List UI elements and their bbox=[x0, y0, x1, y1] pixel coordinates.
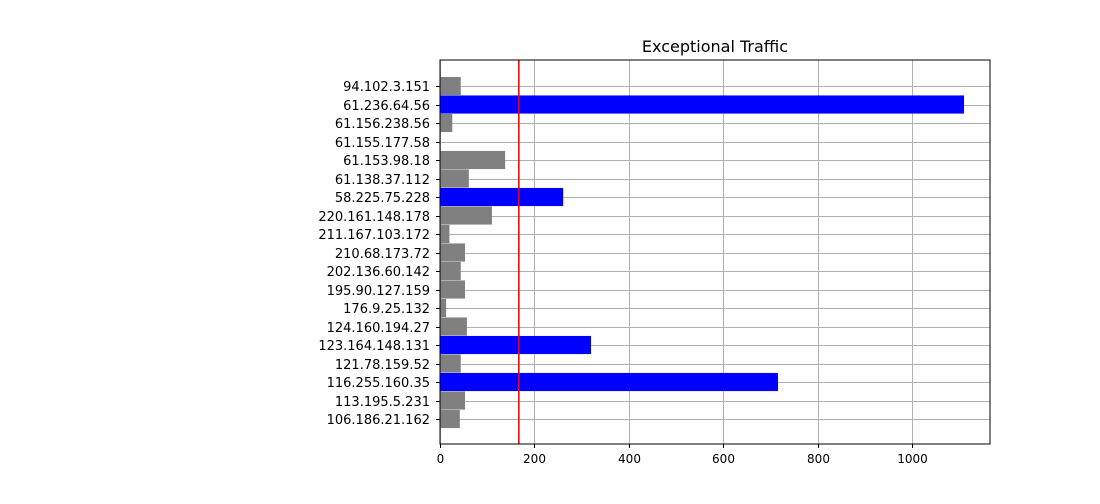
bar-exceptional bbox=[440, 372, 779, 392]
bar-normal bbox=[440, 76, 461, 96]
bar-normal bbox=[440, 150, 506, 170]
x-tick-label: 200 bbox=[523, 452, 546, 466]
bar-normal bbox=[440, 391, 466, 410]
grid-lines bbox=[440, 60, 990, 444]
y-tick-label: 195.90.127.159 bbox=[327, 284, 430, 299]
y-tick-label: 61.236.64.56 bbox=[343, 99, 430, 114]
y-tick-label: 61.155.177.58 bbox=[335, 136, 430, 151]
bar-normal bbox=[440, 169, 469, 188]
bars bbox=[440, 76, 965, 429]
bar-normal bbox=[440, 224, 450, 244]
bar-normal bbox=[440, 113, 453, 133]
x-tick-label: 1000 bbox=[897, 452, 928, 466]
x-tick-label: 0 bbox=[437, 452, 445, 466]
bar-exceptional bbox=[440, 95, 965, 114]
y-tick-label: 211.167.103.172 bbox=[318, 228, 430, 243]
x-axis: 0 200 400 600 800 1000 bbox=[437, 444, 928, 466]
y-tick-label: 116.255.160.35 bbox=[327, 376, 430, 391]
bar-normal bbox=[440, 409, 460, 429]
y-tick-label: 61.156.238.56 bbox=[335, 117, 430, 132]
y-tick-label: 220.161.148.178 bbox=[318, 210, 430, 225]
x-tick-label: 800 bbox=[807, 452, 830, 466]
x-tick-label: 600 bbox=[712, 452, 735, 466]
bar-normal bbox=[440, 317, 467, 336]
y-axis: 94.102.3.151 61.236.64.56 61.156.238.56 61.… bbox=[318, 80, 440, 428]
y-tick-label: 123.164.148.131 bbox=[318, 339, 430, 354]
bar-normal bbox=[440, 354, 461, 373]
y-tick-label: 124.160.194.27 bbox=[327, 321, 430, 336]
y-tick-label: 58.225.75.228 bbox=[335, 191, 430, 206]
plot-frame bbox=[439, 59, 991, 445]
y-tick-label: 121.78.159.52 bbox=[335, 358, 430, 373]
bar-normal bbox=[440, 206, 492, 225]
bar-normal bbox=[440, 243, 466, 262]
y-tick-label: 94.102.3.151 bbox=[343, 80, 430, 95]
bar-exceptional bbox=[440, 187, 564, 207]
y-tick-label: 106.186.21.162 bbox=[327, 413, 430, 428]
y-tick-label: 61.138.37.112 bbox=[335, 173, 430, 188]
bar-normal bbox=[440, 280, 466, 299]
y-tick-label: 202.136.60.142 bbox=[327, 265, 430, 280]
y-tick-label: 176.9.25.132 bbox=[343, 302, 430, 317]
y-tick-label: 210.68.173.72 bbox=[335, 247, 430, 262]
chart-title: Exceptional Traffic bbox=[642, 37, 788, 56]
x-tick-label: 400 bbox=[618, 452, 641, 466]
bar-normal bbox=[440, 261, 461, 281]
bar-normal bbox=[440, 298, 447, 318]
y-tick-label: 61.153.98.18 bbox=[343, 154, 430, 169]
y-tick-label: 113.195.5.231 bbox=[335, 395, 430, 410]
bar-exceptional bbox=[440, 335, 592, 355]
